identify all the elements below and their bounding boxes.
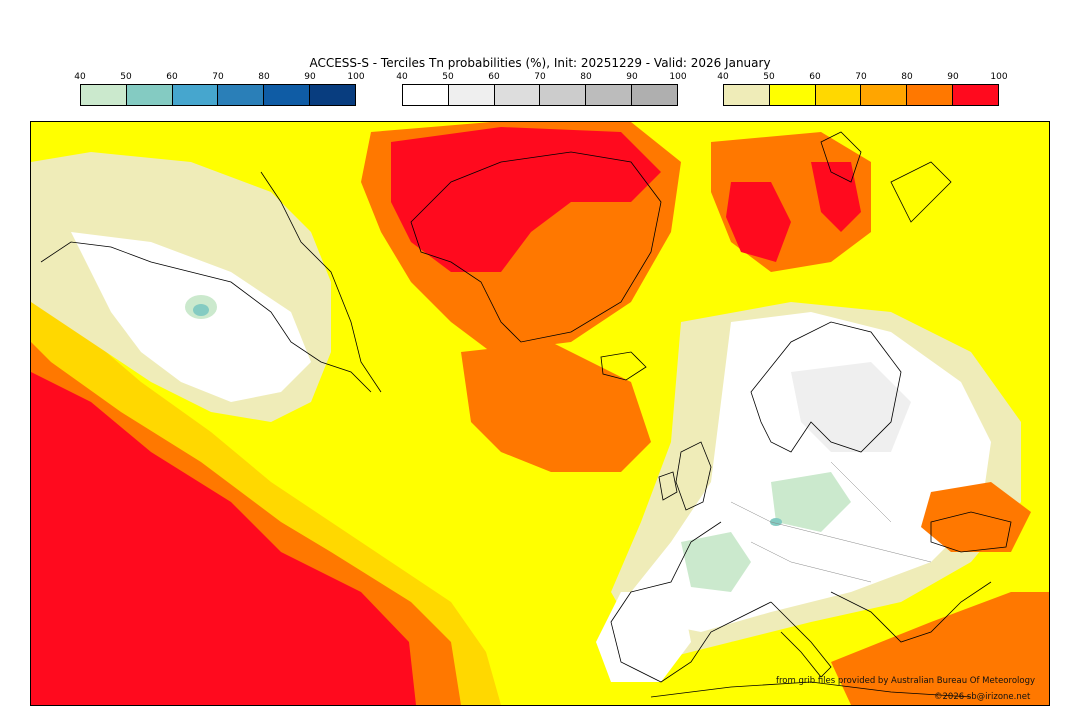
borders bbox=[730, 461, 932, 583]
region-greenland-red bbox=[391, 127, 661, 272]
coastline-novaya-zemlya bbox=[890, 161, 952, 223]
color-swatch bbox=[172, 85, 219, 105]
border-line bbox=[750, 541, 872, 583]
coastline-iceland bbox=[600, 351, 647, 381]
tick-label: 60 bbox=[809, 72, 821, 82]
colorbar-swatches bbox=[402, 84, 678, 106]
color-swatch bbox=[81, 85, 127, 105]
color-swatch bbox=[815, 85, 862, 105]
tick-label: 90 bbox=[626, 72, 638, 82]
border-line bbox=[730, 501, 932, 563]
color-swatch bbox=[907, 85, 954, 105]
tick-label: 80 bbox=[580, 72, 592, 82]
probability-map[interactable] bbox=[30, 121, 1050, 706]
color-swatch bbox=[861, 85, 908, 105]
region-france-below-normal bbox=[681, 532, 751, 592]
coastline-greenland bbox=[410, 151, 662, 343]
color-swatch bbox=[540, 85, 587, 105]
coastline-labrador bbox=[260, 171, 382, 393]
colorbar-swatches bbox=[80, 84, 356, 106]
color-swatch bbox=[632, 85, 677, 105]
tick-label: 90 bbox=[304, 72, 316, 82]
color-swatch bbox=[403, 85, 449, 105]
coastline-british-isles bbox=[675, 441, 712, 511]
color-swatch bbox=[448, 85, 495, 105]
coastline-black-sea bbox=[930, 511, 1012, 553]
map-canvas bbox=[31, 122, 1049, 705]
tick-label: 80 bbox=[258, 72, 270, 82]
colorbar-swatches bbox=[723, 84, 999, 106]
color-swatch bbox=[494, 85, 541, 105]
colorbar-ticks: 40 50 60 70 80 90 100 bbox=[717, 70, 1007, 84]
region-iberia-neutral bbox=[596, 592, 691, 682]
tick-label: 40 bbox=[396, 72, 408, 82]
tick-label: 50 bbox=[442, 72, 454, 82]
coastline-svalbard bbox=[820, 131, 862, 183]
tick-label: 40 bbox=[717, 72, 729, 82]
coastline-italy bbox=[770, 601, 832, 678]
tick-label: 60 bbox=[166, 72, 178, 82]
colorbar-ticks: 40 50 60 70 80 90 100 bbox=[74, 70, 364, 84]
region-svalbard-red bbox=[811, 162, 861, 232]
source-credit: from grib files provided by Australian B… bbox=[776, 676, 1036, 686]
tick-label: 80 bbox=[901, 72, 913, 82]
tick-label: 50 bbox=[120, 72, 132, 82]
map-title: ACCESS-S - Terciles Tn probabilities (%)… bbox=[309, 56, 771, 70]
region-north-america-neutral bbox=[71, 232, 311, 402]
tick-label: 100 bbox=[669, 72, 687, 82]
tick-label: 70 bbox=[534, 72, 546, 82]
region-central-europe-below-normal bbox=[771, 472, 851, 532]
region-black-sea-orange bbox=[921, 482, 1031, 552]
coastlines bbox=[40, 131, 1012, 698]
tick-label: 50 bbox=[763, 72, 775, 82]
tick-label: 90 bbox=[947, 72, 959, 82]
tick-label: 60 bbox=[488, 72, 500, 82]
color-swatch bbox=[724, 85, 770, 105]
coastline-europe-west bbox=[610, 521, 772, 683]
region-scandinavia-gray bbox=[791, 362, 911, 452]
region-barents-red bbox=[726, 182, 791, 262]
color-swatch bbox=[769, 85, 816, 105]
colorbar-above-normal: 40 50 60 70 80 90 100 bbox=[717, 70, 1008, 106]
tick-label: 40 bbox=[74, 72, 86, 82]
color-swatch bbox=[126, 85, 173, 105]
coastline-ireland bbox=[658, 471, 678, 501]
copyright-credit: ©2026 sb@irizone.net bbox=[934, 692, 1031, 702]
color-swatch bbox=[310, 85, 355, 105]
color-swatch bbox=[218, 85, 265, 105]
coastline-scandinavia bbox=[750, 321, 902, 453]
color-swatch bbox=[264, 85, 311, 105]
color-swatch bbox=[586, 85, 633, 105]
coastline-balkans bbox=[830, 581, 992, 643]
tick-label: 100 bbox=[990, 72, 1008, 82]
color-swatch bbox=[953, 85, 998, 105]
tick-label: 100 bbox=[347, 72, 365, 82]
tick-label: 70 bbox=[212, 72, 224, 82]
region-below-normal-core bbox=[193, 304, 209, 316]
colorbar-ticks: 40 50 60 70 80 90 100 bbox=[396, 70, 686, 84]
border-line bbox=[830, 461, 892, 523]
coastline-north-america bbox=[40, 241, 372, 393]
colorbar-below-normal: 40 50 60 70 80 90 100 bbox=[74, 70, 365, 106]
tick-label: 70 bbox=[855, 72, 867, 82]
region-mediterranean-orange bbox=[831, 592, 1049, 705]
coastline-north-africa bbox=[650, 681, 972, 698]
colorbar-near-normal: 40 50 60 70 80 90 100 bbox=[396, 70, 687, 106]
